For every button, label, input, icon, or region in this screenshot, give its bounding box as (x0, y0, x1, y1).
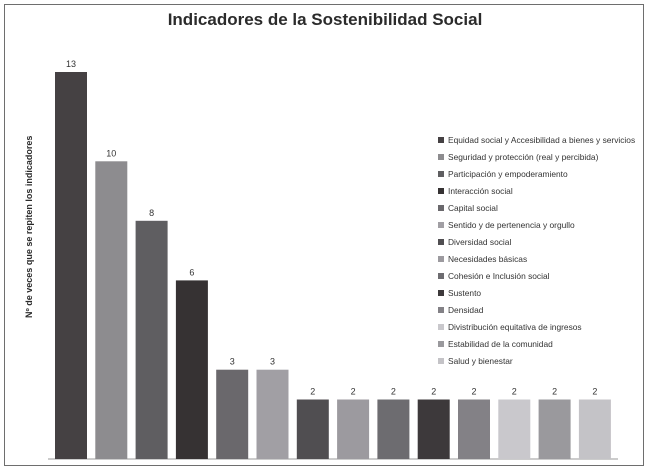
bar (175, 280, 208, 459)
legend-swatch (438, 170, 444, 177)
bar-value-label: 2 (351, 387, 356, 397)
legend-label: Sustento (448, 287, 482, 298)
legend-swatch (438, 153, 444, 160)
legend-swatch (438, 272, 444, 279)
bar (95, 161, 128, 460)
bar (578, 399, 611, 459)
bar-value-label: 3 (270, 357, 275, 367)
legend-item: Seguridad y protección (real y percibida… (438, 148, 635, 165)
bar (216, 369, 249, 459)
legend-item: Necesidades básicas (438, 250, 635, 267)
legend-label: Cohesión e Inclusión social (448, 270, 550, 281)
legend-label: Equidad social y Accesibilidad a bienes … (448, 134, 636, 145)
legend-label: Participación y empoderamiento (448, 168, 568, 179)
legend-item: Equidad social y Accesibilidad a bienes … (438, 131, 635, 148)
legend-item: Estabilidad de la comunidad (438, 335, 635, 352)
legend-label: Salud y bienestar (448, 355, 513, 366)
bar-value-label: 2 (471, 387, 476, 397)
legend-swatch (438, 340, 444, 347)
bar (417, 399, 450, 459)
legend-item: Sentido y de pertenencia y orgullo (438, 216, 635, 233)
legend-item: Sustento (438, 284, 635, 301)
bar (55, 72, 87, 459)
bar (337, 399, 370, 459)
legend-item: Salud y bienestar (438, 352, 635, 369)
legend-swatch (438, 289, 444, 296)
legend-label: Estabilidad de la comunidad (448, 338, 553, 349)
legend-swatch (438, 238, 444, 245)
bar (256, 369, 289, 459)
legend-swatch (438, 204, 444, 211)
bar-value-label: 2 (391, 387, 396, 397)
legend-label: Interacción social (448, 185, 513, 196)
legend-label: Diversidad social (448, 236, 512, 247)
legend-swatch (438, 136, 444, 143)
bar-value-label: 2 (552, 387, 557, 397)
legend-label: Necesidades básicas (448, 253, 528, 264)
legend-label: Capital social (448, 202, 498, 213)
legend-item: Participación y empoderamiento (438, 165, 635, 182)
bar-value-label: 6 (189, 267, 194, 277)
bar (498, 399, 531, 459)
bar-value-label: 3 (230, 357, 235, 367)
bar-value-label: 2 (431, 387, 436, 397)
bar-value-label: 10 (106, 148, 116, 158)
legend-item: Diversidad social (438, 233, 635, 250)
chart-legend: Equidad social y Accesibilidad a bienes … (438, 131, 635, 369)
legend-swatch (438, 323, 444, 330)
legend-label: Seguridad y protección (real y percibida… (448, 151, 599, 162)
legend-item: Divistribución equitativa de ingresos (438, 318, 635, 335)
legend-swatch (438, 255, 444, 262)
chart-title: Indicadores de la Sostenibilidad Social (167, 10, 483, 29)
bar (458, 399, 490, 459)
bar-value-label: 13 (66, 59, 76, 69)
bar (135, 220, 168, 459)
bar (296, 399, 329, 459)
legend-item: Interacción social (438, 182, 635, 199)
bar-value-label: 2 (310, 387, 315, 397)
legend-swatch (438, 357, 444, 364)
legend-label: Densidad (448, 304, 484, 315)
bar-value-label: 2 (592, 387, 597, 397)
legend-label: Sentido y de pertenencia y orgullo (448, 219, 575, 230)
bar (377, 399, 410, 459)
legend-swatch (438, 187, 444, 194)
legend-item: Capital social (438, 199, 635, 216)
legend-item: Densidad (438, 301, 635, 318)
bar-value-label: 2 (512, 387, 517, 397)
legend-item: Cohesión e Inclusión social (438, 267, 635, 284)
bar-value-label: 8 (149, 208, 154, 218)
legend-swatch (438, 221, 444, 228)
bar (538, 399, 571, 459)
legend-label: Divistribución equitativa de ingresos (448, 321, 582, 332)
legend-swatch (438, 306, 444, 313)
